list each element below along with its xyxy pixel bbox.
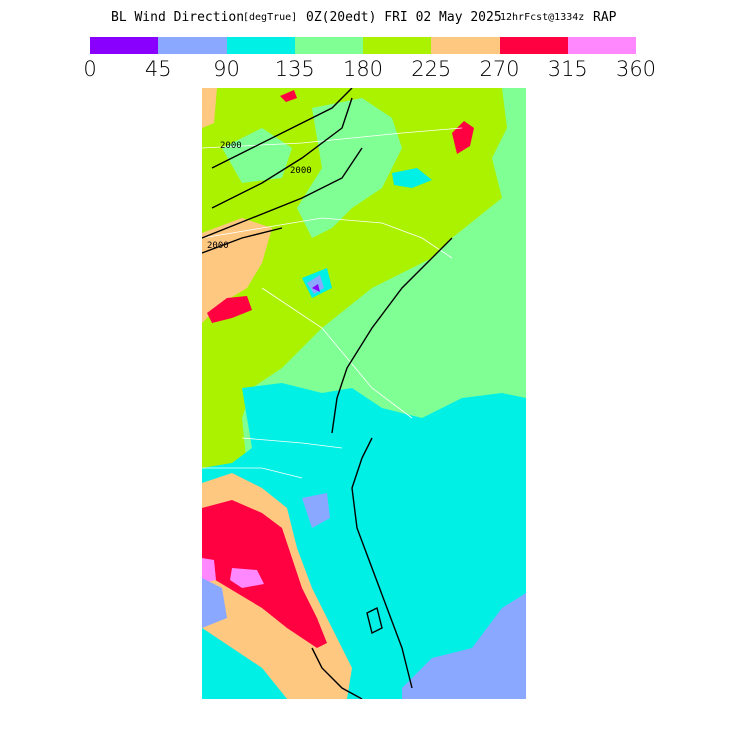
field-units: [degTrue] xyxy=(243,12,298,23)
colorbar-tick-label: 225 xyxy=(411,57,452,81)
colorbar-segment xyxy=(499,37,568,54)
colorbar xyxy=(90,37,636,54)
field-180-225-north xyxy=(202,88,507,493)
colorbar-tick-label: 360 xyxy=(615,57,657,81)
colorbar-ticks: 0 45 90 135 180 225 270 315 360 xyxy=(0,56,729,82)
field-270-315-fl xyxy=(202,500,327,648)
colorbar-segment xyxy=(431,37,500,54)
field-270-315-ne xyxy=(452,121,474,154)
colorbar-segment xyxy=(294,37,363,54)
field-315-360-fl2 xyxy=(202,558,216,583)
colorbar-segment xyxy=(158,37,227,54)
terrain-contours xyxy=(202,88,453,699)
contour-label-1: 2000 xyxy=(220,141,242,151)
field-315-360-fl xyxy=(230,568,264,588)
field-270-315-top xyxy=(280,90,297,102)
contour-label-3: 2000 xyxy=(207,241,229,251)
colorbar-segment xyxy=(226,37,295,54)
figure-title: BL Wind Direction [degTrue] 0Z(20edt) FR… xyxy=(0,9,729,27)
field-180-225-east xyxy=(397,108,472,168)
model-name: RAP xyxy=(593,10,617,25)
colorbar-tick-label: 0 xyxy=(83,57,97,81)
field-0-45-spot xyxy=(312,284,320,292)
valid-time: 0Z(20edt) FRI 02 May 2025 xyxy=(306,10,502,25)
wind-direction-map: 2000 2000 2000 xyxy=(202,88,526,699)
field-45-90-fl xyxy=(302,493,330,528)
field-45-90-se xyxy=(402,593,526,699)
field-225-270-west xyxy=(202,218,272,323)
field-title: BL Wind Direction xyxy=(111,10,245,25)
state-boundaries xyxy=(202,127,463,479)
colorbar-tick-label: 180 xyxy=(342,57,384,81)
colorbar-tick-label: 135 xyxy=(274,57,315,81)
colorbar-tick-label: 45 xyxy=(144,57,172,81)
colorbar-segment xyxy=(90,37,159,54)
field-45-90-spot xyxy=(307,275,324,294)
contour-label-2: 2000 xyxy=(290,166,312,176)
colorbar-segment xyxy=(567,37,636,54)
field-135-180-blob2 xyxy=(222,128,292,183)
field-90-135-spot1 xyxy=(392,168,432,188)
colorbar-tick-label: 270 xyxy=(479,57,520,81)
colorbar-tick-label: 315 xyxy=(547,57,588,81)
colorbar-segment xyxy=(363,37,432,54)
field-225-270-nw xyxy=(202,88,217,128)
field-45-90-w xyxy=(202,578,227,628)
field-90-135-sw xyxy=(202,628,287,699)
colorbar-tick-label: 90 xyxy=(213,57,240,81)
field-270-315-nw xyxy=(207,296,252,323)
forecast-info: 12hrFcst@1334z xyxy=(500,12,585,23)
